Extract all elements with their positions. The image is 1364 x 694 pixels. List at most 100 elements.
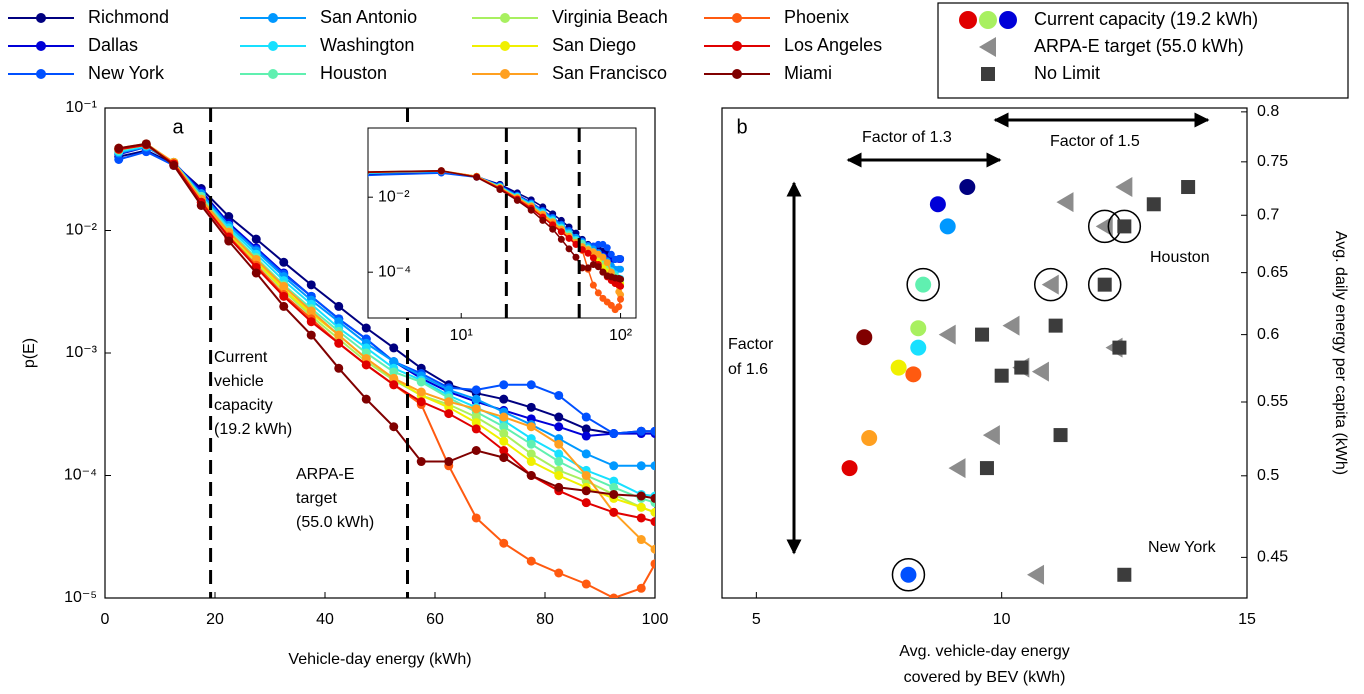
point [389,343,399,353]
point [841,460,858,477]
point [615,303,623,311]
point [603,259,611,267]
point [499,394,509,404]
point [581,424,591,434]
legend-label: Current capacity (19.2 kWh) [1034,9,1258,29]
point [1117,219,1132,234]
point [471,424,481,434]
point [994,368,1009,383]
reference-label: (19.2 kWh) [214,421,292,438]
point [444,457,454,467]
point [499,422,509,432]
legend-marker [36,13,46,23]
highlight-ring [1087,267,1122,302]
point [1048,318,1063,333]
point [251,268,261,278]
point [444,397,454,407]
legend-label: New York [88,63,165,83]
point [609,461,619,471]
point [1027,564,1045,585]
point [636,583,646,593]
legend-label: Washington [320,35,414,55]
x-tick-label: 5 [752,611,761,628]
point [526,402,536,412]
point [1014,360,1029,375]
point [499,412,509,422]
point [554,412,564,422]
point [416,397,426,407]
y-tick-label: 0.65 [1257,264,1288,281]
annotation: Factor of 1.3 [862,129,952,146]
point [526,471,536,480]
point [196,200,206,210]
point [650,461,655,471]
point [416,377,426,387]
x-tick-label: 60 [426,611,444,628]
point [526,422,536,432]
point [584,249,592,257]
point [496,186,504,194]
point [389,373,399,383]
point [594,263,602,271]
point [361,360,371,370]
point [114,143,124,153]
point [603,244,611,252]
point [279,281,289,291]
point [910,320,927,337]
series [975,180,1196,582]
point [636,535,646,545]
inset-x-tick-label: 10¹ [450,327,473,344]
legend-marker [500,13,510,23]
point [554,568,564,578]
point [1146,197,1161,212]
y-tick-label: 10⁻⁴ [64,467,97,484]
point [1097,277,1112,292]
point [959,179,976,196]
inset-x-tick-label: 10² [609,327,633,344]
point [609,429,619,439]
annotation: Factor of 1.5 [1050,133,1140,150]
point [572,253,580,261]
point [526,449,536,459]
highlight-ring [1033,267,1068,302]
point [306,306,316,316]
legend-label: No Limit [1034,63,1100,83]
point [499,453,509,463]
point [389,380,399,390]
point [1002,315,1020,336]
y-tick-label: 0.8 [1257,103,1279,120]
point [471,418,481,428]
y-tick-label: 10⁻³ [65,344,97,361]
legend-marker [959,11,977,29]
highlight-ring [1107,209,1142,244]
point [609,507,619,517]
point [900,566,917,583]
point [527,206,535,214]
point [617,282,625,290]
point [982,425,1000,446]
y-tick-label: 0.55 [1257,393,1288,410]
legend-marker [999,11,1017,29]
point [334,317,344,327]
series [938,177,1133,585]
panel-a: 0 20 40 60 80 100 10⁻⁵ 10⁻⁴ 10⁻³ 10⁻² 10⁻¹ Vehicle-… [21,99,668,668]
point [549,225,557,233]
legend-marker [979,11,997,29]
point [581,471,591,480]
point [979,37,996,57]
point [915,276,932,293]
series [114,139,655,503]
point [929,196,946,213]
point [526,556,536,566]
point [650,544,655,554]
point [306,317,316,327]
legend-label: San Diego [552,35,636,55]
legend-label: Houston [320,63,387,83]
annotation: Factor [728,336,774,353]
point [636,426,646,436]
panel-label: a [172,116,184,138]
y-tick-label: 10⁻⁵ [64,589,97,606]
x-axis-label: covered by BEV (kWh) [904,669,1066,686]
point [599,253,607,261]
x-tick-label: 10 [993,611,1011,628]
